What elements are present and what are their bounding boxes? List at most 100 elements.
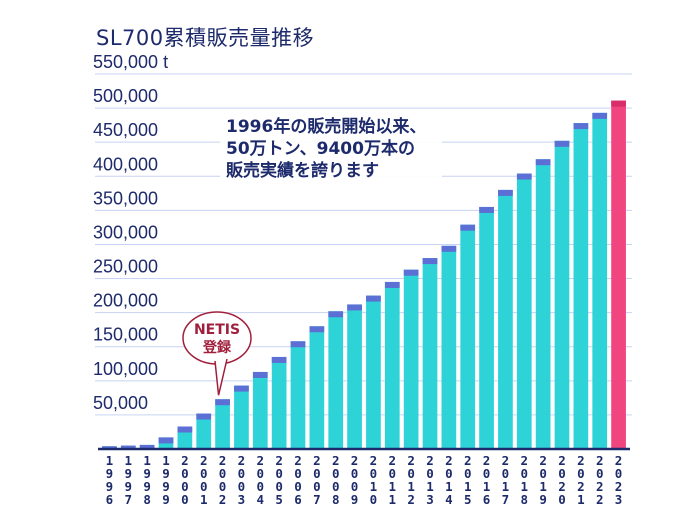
bar-cap-2002 bbox=[215, 399, 230, 406]
bar-cap-2011 bbox=[384, 281, 400, 288]
callout-tail bbox=[214, 358, 228, 396]
chart-title: SL700累積販売量推移 bbox=[96, 26, 315, 50]
bar-cap-2010 bbox=[366, 295, 381, 302]
bar-cap-2017 bbox=[498, 189, 513, 196]
bar-2017 bbox=[498, 189, 513, 449]
bar-2021 bbox=[573, 123, 589, 449]
y-tick-label: 100,000 bbox=[93, 359, 158, 379]
bar-cap-2013 bbox=[422, 258, 438, 265]
bar-cap-2009 bbox=[347, 304, 362, 311]
bar-cap-1997 bbox=[120, 445, 136, 449]
bar-cap-2023 bbox=[611, 100, 626, 107]
y-tick-label: 350,000 bbox=[93, 188, 158, 208]
bar-2020 bbox=[554, 140, 570, 449]
y-tick-label: 150,000 bbox=[93, 325, 158, 345]
bar-2001 bbox=[196, 413, 212, 449]
bar-2014 bbox=[441, 245, 457, 449]
bar-cap-2005 bbox=[271, 356, 287, 363]
bar-cap-2016 bbox=[479, 206, 494, 213]
bar-2010 bbox=[366, 295, 381, 449]
bar-2012 bbox=[403, 269, 419, 449]
y-tick-label: 250,000 bbox=[93, 257, 158, 277]
bar-cap-1999 bbox=[158, 437, 174, 444]
bar-2008 bbox=[328, 311, 344, 449]
y-tick-label: 550,000 t bbox=[93, 52, 168, 72]
bar-cap-2000 bbox=[177, 426, 193, 433]
bar-2003 bbox=[234, 385, 249, 449]
bar-cap-2007 bbox=[309, 326, 325, 333]
bar-2013 bbox=[422, 258, 438, 449]
y-tick-label: 200,000 bbox=[93, 291, 158, 311]
bar-2007 bbox=[309, 326, 325, 449]
bar-cap-2015 bbox=[460, 224, 476, 231]
bar-cap-2006 bbox=[290, 341, 306, 348]
bar-cap-1998 bbox=[139, 444, 155, 449]
bar-cap-2022 bbox=[592, 112, 608, 119]
bar-cap-2019 bbox=[535, 159, 551, 166]
bar-2011 bbox=[384, 281, 400, 449]
bar-cap-2020 bbox=[554, 140, 570, 147]
bar-cap-2001 bbox=[196, 413, 212, 420]
bar-2019 bbox=[535, 159, 551, 449]
bar-cap-2004 bbox=[252, 371, 268, 378]
bar-2022 bbox=[592, 112, 608, 449]
bar-cap-2003 bbox=[234, 385, 249, 392]
y-tick-label: 300,000 bbox=[93, 222, 158, 242]
bar-2002 bbox=[215, 399, 230, 449]
bar-cap-2008 bbox=[328, 311, 344, 318]
bar-cap-2021 bbox=[573, 123, 589, 130]
annotation-line: 1996年の販売開始以来、 bbox=[226, 116, 426, 137]
callout-bubble bbox=[182, 311, 252, 365]
y-tick-label: 500,000 bbox=[93, 86, 158, 106]
y-tick-label: 450,000 bbox=[93, 120, 158, 140]
bar-2023 bbox=[611, 100, 626, 449]
bar-cap-1996 bbox=[102, 446, 117, 449]
annotation-bg bbox=[220, 113, 442, 185]
bar-2006 bbox=[290, 341, 306, 449]
bar-cap-2012 bbox=[403, 269, 419, 276]
bar-2018 bbox=[516, 173, 532, 449]
y-tick-label: 400,000 bbox=[93, 154, 158, 174]
bar-cap-2018 bbox=[516, 173, 532, 180]
bar-2005 bbox=[271, 356, 287, 449]
bar-cap-2014 bbox=[441, 245, 457, 252]
callout-text: 登録 bbox=[202, 339, 232, 356]
callout-text: NETIS bbox=[194, 322, 240, 338]
annotation-line: 50万トン、9400万本の bbox=[226, 138, 415, 159]
annotation-line: 販売実績を誇ります bbox=[226, 160, 379, 181]
y-tick-label: 50,000 bbox=[93, 393, 148, 413]
bar-2015 bbox=[460, 224, 476, 449]
bar-2016 bbox=[479, 206, 494, 449]
bar-2004 bbox=[252, 371, 268, 449]
